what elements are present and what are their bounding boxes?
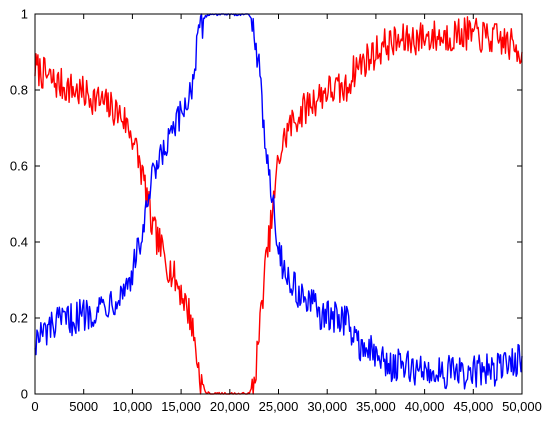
series-line-1 [34, 16, 523, 395]
y-tick-label: 1 [21, 7, 28, 22]
y-tick-label: 0.4 [10, 235, 28, 250]
x-tick-label: 15,000 [161, 399, 201, 414]
x-axis: 0 5000 10,000 15,000 20,000 25,000 30,000 35,00… [31, 14, 542, 414]
series-layer [34, 13, 523, 395]
y-tick-label: 0.2 [10, 311, 28, 326]
x-tick-label: 5000 [69, 399, 98, 414]
plot-frame [34, 13, 523, 395]
y-axis: 0 0.2 0.4 0.6 0.8 1 [10, 7, 522, 402]
x-tick-label: 20,000 [210, 399, 250, 414]
x-tick-label: 35,000 [356, 399, 396, 414]
series-line-2 [34, 13, 523, 390]
x-tick-label: 25,000 [259, 399, 299, 414]
x-tick-label: 10,000 [113, 399, 153, 414]
x-tick-label: 40,000 [405, 399, 445, 414]
x-tick-label: 45,000 [453, 399, 493, 414]
x-tick-label: 30,000 [307, 399, 347, 414]
x-tick-label: 0 [31, 399, 38, 414]
y-tick-label: 0.8 [10, 83, 28, 98]
x-tick-label: 50,000 [502, 399, 542, 414]
y-tick-label: 0.6 [10, 159, 28, 174]
y-tick-label: 0 [21, 387, 28, 402]
